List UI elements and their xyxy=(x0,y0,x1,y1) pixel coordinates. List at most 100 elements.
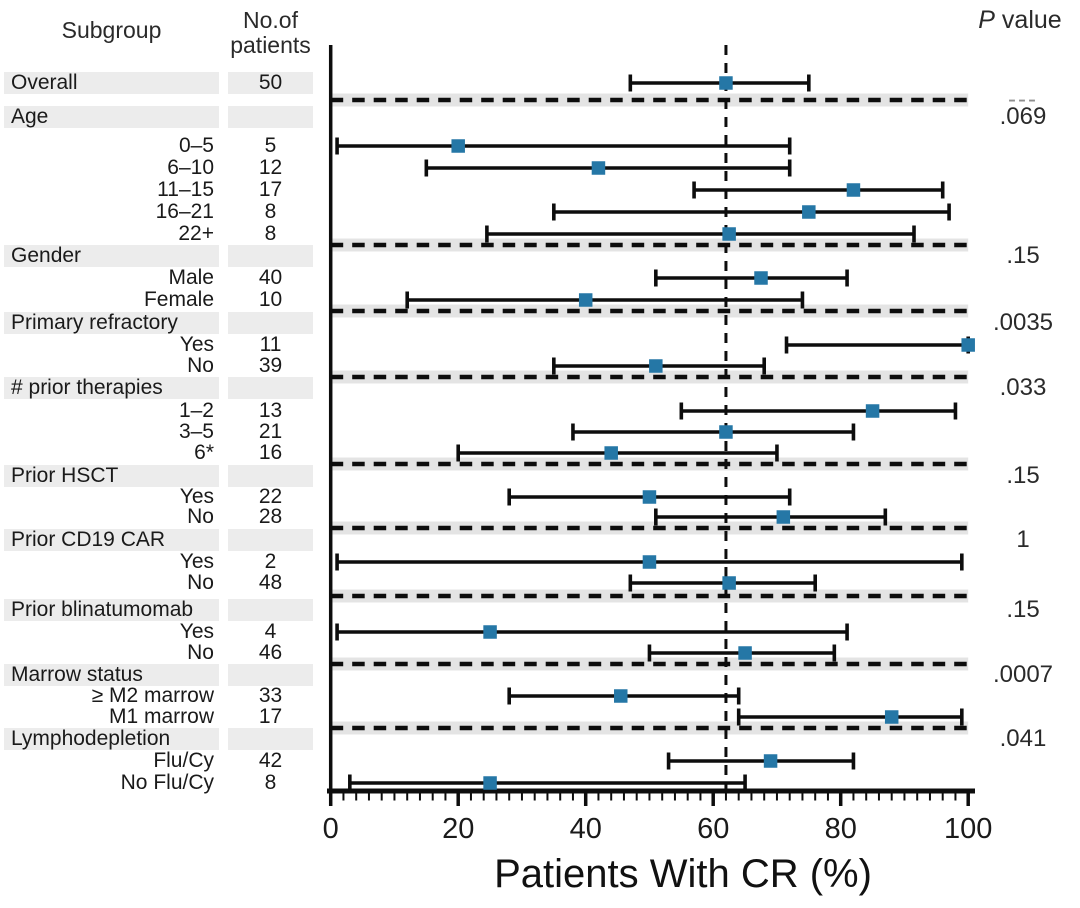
patient-count: 5 xyxy=(264,134,277,157)
subgroup-label: Primary refractory xyxy=(11,311,178,334)
point-estimate-marker xyxy=(865,404,880,418)
category-row-band xyxy=(4,377,219,399)
subgroup-label: 6–10 xyxy=(167,156,214,179)
x-axis-tick-label: 40 xyxy=(570,813,602,845)
patient-count: 48 xyxy=(258,571,283,594)
point-estimate-marker xyxy=(604,446,618,460)
p-value: .15 xyxy=(1006,242,1040,269)
ci-whisker xyxy=(405,291,805,309)
subgroup-label: Prior CD19 CAR xyxy=(11,528,166,551)
category-row-band xyxy=(4,529,219,551)
subgroup-label: Prior HSCT xyxy=(11,464,119,487)
p-value: .069 xyxy=(999,103,1047,130)
p-value: 1 xyxy=(1016,526,1030,553)
ci-whisker xyxy=(628,574,818,592)
patient-count: 10 xyxy=(258,288,283,311)
patient-count: 21 xyxy=(258,420,283,443)
patient-count: 28 xyxy=(258,505,283,528)
subgroup-label: Flu/Cy xyxy=(153,749,214,772)
separator-stripe xyxy=(330,370,969,384)
patient-count: 42 xyxy=(258,749,283,772)
subgroup-label: No xyxy=(187,641,214,664)
subgroup-label: # prior therapies xyxy=(11,376,163,399)
ci-whisker xyxy=(628,74,811,92)
category-row-band xyxy=(228,377,313,399)
subgroup-label: ≥ M2 marrow xyxy=(91,684,214,707)
point-estimate-marker xyxy=(738,646,752,660)
category-row-band xyxy=(228,465,313,487)
ci-whisker xyxy=(679,402,958,420)
p-value: .0035 xyxy=(992,309,1054,336)
point-estimate-marker xyxy=(722,576,736,590)
patient-count: 16 xyxy=(258,441,283,464)
p-value: .041 xyxy=(999,725,1047,752)
ci-whisker xyxy=(647,644,837,662)
separator-stripe xyxy=(330,589,969,603)
category-row-band xyxy=(4,599,219,621)
ci-whisker xyxy=(784,336,975,354)
ci-whisker xyxy=(507,687,741,705)
category-row-band xyxy=(4,312,219,334)
x-axis-tick-label: 0 xyxy=(323,813,339,845)
subgroup-label: 22+ xyxy=(178,222,214,245)
subgroup-label: Yes xyxy=(179,550,214,573)
subgroup-label: 1–2 xyxy=(178,399,214,422)
ci-whisker xyxy=(456,444,779,462)
ci-whisker xyxy=(335,553,964,571)
ci-whisker xyxy=(654,269,849,287)
ci-whisker xyxy=(348,774,747,792)
separator-stripe xyxy=(330,238,969,252)
column-header-pvalue: P value xyxy=(958,8,1080,33)
ci-whisker xyxy=(692,181,945,199)
ci-whisker xyxy=(571,423,856,441)
category-row-band xyxy=(228,312,313,334)
category-row-band xyxy=(4,664,219,686)
point-estimate-marker xyxy=(642,490,657,504)
patient-count: 17 xyxy=(258,178,283,201)
category-row-band xyxy=(4,72,219,94)
patient-count: 12 xyxy=(258,156,283,179)
subgroup-label: Marrow status xyxy=(11,663,143,686)
point-estimate-marker xyxy=(802,205,816,219)
ci-whisker xyxy=(335,623,849,641)
patient-count: 46 xyxy=(258,641,283,664)
point-estimate-marker xyxy=(884,710,899,724)
subgroup-label: Prior blinatumomab xyxy=(11,598,194,621)
column-header-patients: No.of patients xyxy=(228,8,313,58)
point-estimate-marker xyxy=(719,76,733,90)
subgroup-label: No Flu/Cy xyxy=(120,771,214,794)
subgroup-label: Yes xyxy=(179,485,214,508)
subgroup-label: No xyxy=(187,505,214,528)
patient-count: 11 xyxy=(259,333,282,356)
p-value: .15 xyxy=(1006,596,1040,623)
x-axis-tick-label: 80 xyxy=(825,813,857,845)
point-estimate-marker xyxy=(483,625,497,639)
subgroup-label: Yes xyxy=(179,333,214,356)
subgroup-label: Overall xyxy=(11,71,78,94)
category-row-band xyxy=(228,106,313,128)
point-estimate-marker xyxy=(846,183,861,197)
x-axis-tick-label: 60 xyxy=(697,813,729,845)
pvalue-header-value: value xyxy=(994,6,1062,34)
point-estimate-marker xyxy=(614,689,628,703)
separator-stripe xyxy=(330,457,969,471)
ci-whisker xyxy=(507,488,792,506)
x-axis-title: Patients With CR (%) xyxy=(494,852,872,896)
patient-count: 8 xyxy=(264,200,277,223)
subgroup-label: M1 marrow xyxy=(108,705,214,728)
patient-count: 22 xyxy=(258,485,283,508)
subgroup-label: No xyxy=(187,571,214,594)
subgroup-label: 0–5 xyxy=(178,134,214,157)
point-estimate-marker xyxy=(451,139,465,153)
category-row-band xyxy=(228,599,313,621)
point-estimate-marker xyxy=(961,338,975,352)
subgroup-label: 16–21 xyxy=(155,200,214,223)
category-row-band xyxy=(228,664,313,686)
category-row-band xyxy=(4,245,219,267)
point-estimate-marker xyxy=(483,776,497,790)
patient-count: 33 xyxy=(258,684,283,707)
subgroup-label: Male xyxy=(168,266,214,289)
category-row-band xyxy=(4,465,219,487)
